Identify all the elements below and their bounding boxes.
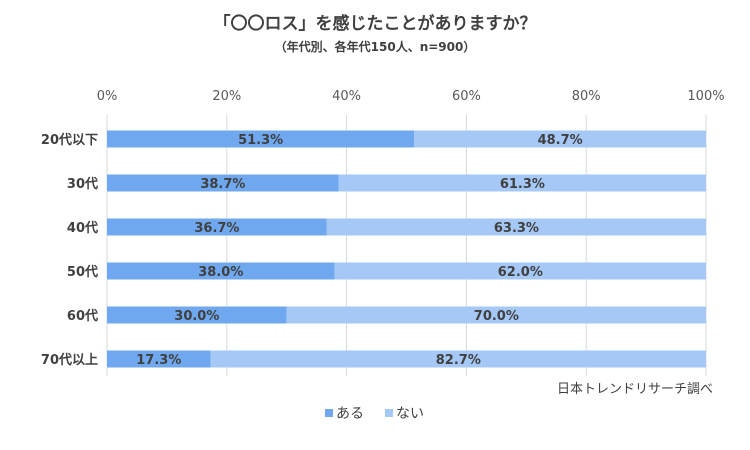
- data-label: 38.0%: [198, 265, 243, 280]
- data-label: 63.3%: [494, 221, 539, 236]
- category-label: 30代: [67, 176, 98, 192]
- data-label: 62.0%: [498, 265, 543, 280]
- x-tick-label: 40%: [332, 89, 361, 104]
- data-label: 48.7%: [538, 133, 583, 148]
- bar-segment-1: [107, 174, 339, 192]
- data-label: 36.7%: [194, 221, 239, 236]
- gridlines: [106, 115, 707, 376]
- bar-segment-2: [326, 218, 706, 236]
- data-label: 38.7%: [200, 177, 245, 192]
- legend-label-1: ある: [336, 406, 364, 422]
- bar-segment-2: [334, 262, 706, 280]
- bar-segment-1: [107, 130, 415, 148]
- bar-segment-2: [210, 350, 706, 368]
- x-tick-label: 80%: [572, 89, 601, 104]
- category-labels: 20代以下 30代 40代 50代 60代 70代以上: [41, 132, 98, 368]
- x-tick-label: 60%: [452, 89, 481, 104]
- bar-segment-2: [286, 306, 706, 324]
- bar-segment-1: [107, 350, 211, 368]
- bar-segment-1: [107, 306, 287, 324]
- data-label: 51.3%: [238, 133, 283, 148]
- source-note: 日本トレンドリサーチ調べ: [557, 382, 713, 397]
- legend-swatch-2: [385, 409, 393, 417]
- chart-subtitle: （年代別、各年代150人、n=900）: [275, 39, 476, 54]
- category-label: 70代以上: [41, 352, 98, 368]
- chart-title: 「〇〇ロス」を感じたことがありますか？: [214, 13, 537, 34]
- legend-label-2: ない: [396, 406, 424, 422]
- legend-swatch-1: [325, 409, 333, 417]
- bar-segment-1: [107, 218, 327, 236]
- x-tick-label: 0%: [97, 89, 118, 104]
- legend: ある ない: [325, 406, 424, 422]
- x-tick-label: 20%: [212, 89, 241, 104]
- category-label: 40代: [67, 220, 98, 236]
- category-label: 20代以下: [41, 132, 98, 148]
- data-label: 61.3%: [500, 177, 545, 192]
- x-tick-label: 100%: [687, 89, 724, 104]
- x-axis-ticks: 0% 20% 40% 60% 80% 100%: [97, 89, 725, 104]
- category-label: 60代: [67, 308, 98, 324]
- data-label: 70.0%: [474, 309, 519, 324]
- bars: 51.3% 48.7% 38.7% 61.3% 36.7% 63.3% 38.0% 62.0%…: [107, 130, 706, 368]
- category-label: 50代: [67, 264, 98, 280]
- data-label: 82.7%: [436, 353, 481, 368]
- bar-segment-2: [338, 174, 706, 192]
- data-label: 30.0%: [174, 309, 219, 324]
- bar-segment-1: [107, 262, 335, 280]
- bar-segment-2: [414, 130, 706, 148]
- data-label: 17.3%: [136, 353, 181, 368]
